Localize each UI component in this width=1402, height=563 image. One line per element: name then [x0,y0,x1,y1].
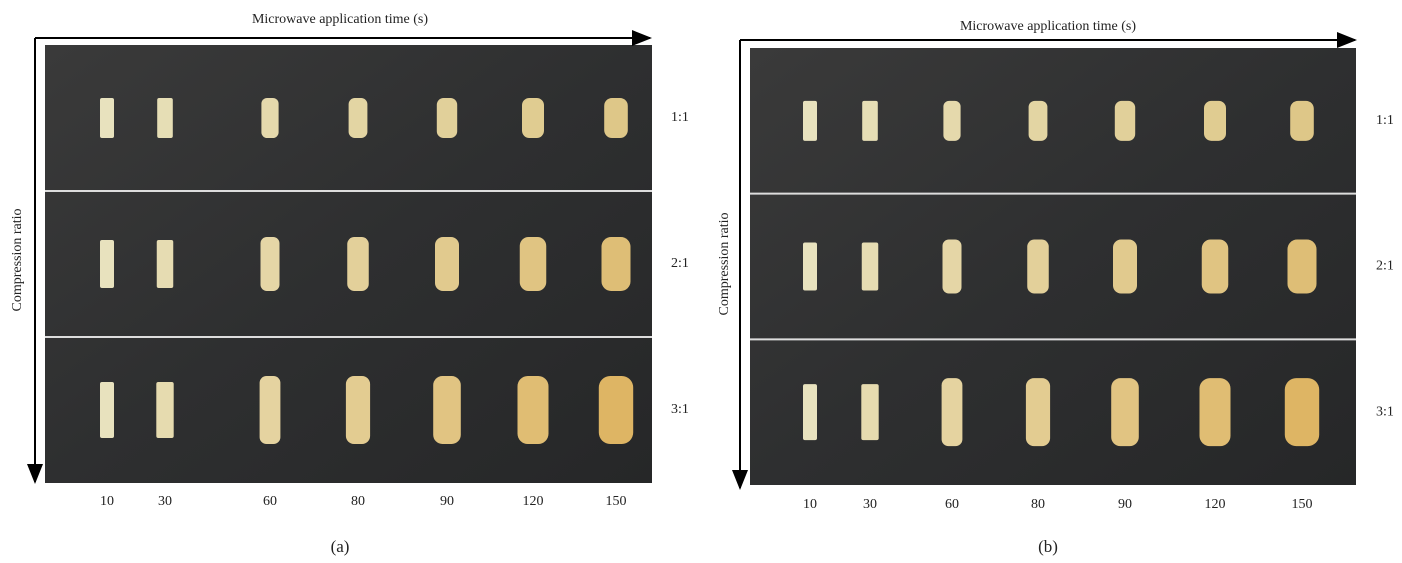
panel-label: (a) [331,537,350,556]
sample [943,101,960,141]
sample [862,243,879,291]
sample [1200,378,1231,446]
column-label: 80 [351,494,365,509]
panel-label: (b) [1038,537,1058,556]
sample [1029,101,1048,141]
column-label: 30 [158,494,172,509]
column-label: 90 [440,494,454,509]
sample [349,98,368,138]
sample [100,240,114,288]
sample [100,382,114,438]
sample [1202,240,1229,294]
sample [803,384,817,440]
row-label: 3:1 [1376,404,1394,419]
y-axis-title: Compression ratio [717,212,732,315]
sample [100,98,114,138]
sample [803,101,817,141]
sample [437,98,457,138]
sample [261,237,280,291]
column-label: 60 [945,497,959,512]
sample [803,243,817,291]
column-label: 80 [1031,497,1045,512]
column-label: 150 [606,494,627,509]
sample [1288,240,1317,294]
x-axis-title: Microwave application time (s) [252,12,428,27]
sample [260,376,281,444]
sample [1113,240,1137,294]
sample [522,98,544,138]
sample [602,237,631,291]
column-label: 120 [1205,497,1226,512]
sample [1290,101,1314,141]
sample [1285,378,1319,446]
sample [347,237,369,291]
column-label: 60 [263,494,277,509]
figure: 1:1 2:1 3:1 Microwave application time (s) C… [0,0,1402,563]
sample [518,376,549,444]
column-label: 150 [1292,497,1313,512]
sample [1204,101,1226,141]
sample [433,376,461,444]
row-label: 2:1 [671,256,689,271]
x-axis-title: Microwave application time (s) [960,19,1136,34]
y-axis-title: Compression ratio [10,208,25,311]
sample [943,240,962,294]
sample [157,240,174,288]
column-label: 10 [100,494,114,509]
sample [157,98,173,138]
row-label: 3:1 [671,402,689,417]
sample [1115,101,1135,141]
sample [942,378,963,446]
sample [435,237,459,291]
sample [520,237,547,291]
sample [862,101,878,141]
sample [599,376,633,444]
sample [861,384,878,440]
sample [261,98,278,138]
sample [346,376,370,444]
sample [1026,378,1050,446]
photo [750,48,1356,485]
row-label: 1:1 [1376,113,1394,128]
column-label: 10 [803,497,817,512]
sample [1111,378,1139,446]
sample [156,382,173,438]
row-label: 2:1 [1376,259,1394,274]
column-label: 30 [863,497,877,512]
column-label: 90 [1118,497,1132,512]
sample [604,98,628,138]
column-label: 120 [523,494,544,509]
sample [1027,240,1049,294]
row-label: 1:1 [671,110,689,125]
